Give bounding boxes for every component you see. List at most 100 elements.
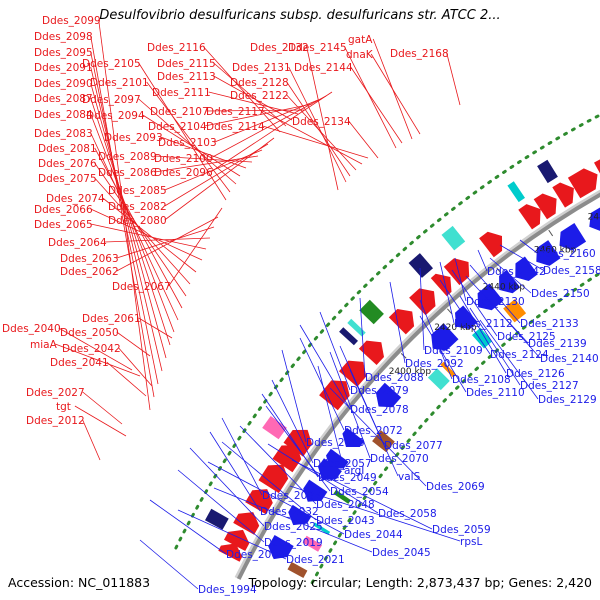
forward-leader-line	[146, 81, 231, 193]
forward-gene-label: Ddes_2105	[82, 58, 141, 70]
forward-gene-label: Ddes_2096	[154, 167, 213, 179]
reverse-gene-label: Ddes_2133	[520, 318, 579, 330]
forward-leader-line	[203, 46, 281, 133]
forward-gene-label: tgt	[56, 401, 71, 413]
forward-gene-label: Ddes_2067	[112, 281, 171, 293]
reverse-gene-label: Ddes_2043	[316, 515, 375, 527]
outer-feature-block	[408, 253, 433, 278]
forward-gene-label: Ddes_2097	[82, 94, 141, 106]
reverse-gene-label: Ddes_2054	[330, 486, 389, 498]
reverse-leader-line	[479, 289, 541, 359]
forward-gene-label: Ddes_2104	[148, 121, 207, 133]
reverse-leader-line	[299, 324, 351, 410]
forward-gene-label: Ddes_2066	[34, 204, 93, 216]
forward-gene-arrow	[567, 168, 598, 199]
reverse-gene-label: Ddes_2130	[466, 296, 525, 308]
reverse-leader-line	[149, 499, 227, 555]
forward-gene-arrow	[233, 512, 260, 535]
forward-leader-line	[116, 226, 215, 259]
reverse-gene-label: Ddes_2045	[372, 547, 431, 559]
reverse-gene-arrow	[477, 283, 504, 311]
forward-leader-line	[213, 62, 287, 127]
forward-gene-label: Ddes_2086	[98, 167, 157, 179]
forward-gene-arrow	[552, 182, 574, 208]
forward-gene-label: Ddes_2064	[48, 237, 107, 249]
forward-gene-label: Ddes_2027	[26, 387, 85, 399]
forward-leader-line	[213, 75, 293, 121]
tick-mark	[447, 308, 453, 315]
reverse-leader-line	[419, 267, 425, 351]
inner-feature-block	[372, 430, 395, 453]
forward-gene-arrow	[479, 231, 503, 258]
forward-gene-label: Ddes_2101	[90, 77, 149, 89]
forward-leader-line	[55, 343, 141, 377]
reverse-gene-arrow	[536, 240, 561, 266]
forward-gene-arrow	[218, 543, 243, 562]
outer-feature-block	[537, 159, 558, 184]
forward-gene-label: Ddes_2012	[26, 415, 85, 427]
reverse-leader-line	[329, 387, 427, 487]
reverse-gene-label: Ddes_2072	[344, 425, 403, 437]
reverse-gene-label: Ddes_2008	[226, 549, 285, 561]
reverse-gene-label: Ddes_2021	[286, 554, 345, 566]
forward-leader-line	[90, 35, 155, 398]
outer-feature-block	[507, 181, 525, 203]
reverse-gene-label: rpsL	[460, 536, 482, 548]
reverse-gene-label: valS	[398, 471, 421, 483]
reverse-gene-label: Ddes_2126	[506, 368, 565, 380]
reverse-leader-line	[329, 351, 371, 459]
reverse-leader-line	[439, 279, 491, 355]
reverse-leader-line	[419, 299, 453, 380]
forward-gene-label: Ddes_2093	[104, 132, 163, 144]
reverse-leader-line	[177, 469, 265, 543]
reverse-gene-label: Ddes_2060	[306, 437, 365, 449]
reverse-leader-line	[469, 264, 521, 324]
forward-leader-line	[214, 99, 319, 143]
outer-feature-block	[339, 327, 358, 346]
forward-gene-label: Ddes_2081	[38, 143, 97, 155]
reverse-leader-line	[271, 379, 314, 464]
outer-feature-block	[347, 318, 366, 337]
forward-leader-line	[446, 52, 461, 106]
reverse-leader-line	[177, 509, 287, 560]
forward-leader-line	[262, 125, 369, 159]
reverse-gene-label: Ddes_2142	[487, 266, 546, 278]
reverse-gene-label: Ddes_2088	[365, 372, 424, 384]
forward-leader-line	[204, 103, 313, 127]
reverse-leader-line	[139, 539, 199, 590]
forward-gene-label: Ddes_2114	[206, 121, 265, 133]
forward-gene-label: Ddes_2091	[34, 62, 93, 74]
forward-gene-label: Ddes_2117	[206, 106, 265, 118]
reverse-gene-arrow	[515, 256, 538, 281]
forward-gene-arrow	[533, 193, 557, 220]
tick-label: 2460 kbp	[534, 246, 577, 256]
forward-leader-line	[306, 46, 339, 191]
forward-leader-line	[82, 419, 101, 461]
forward-leader-line	[102, 197, 197, 273]
reverse-gene-label: Ddes_2044	[344, 529, 403, 541]
forward-gene-arrow	[319, 380, 350, 411]
reverse-leader-line	[265, 405, 331, 492]
outer-feature-block	[262, 416, 287, 440]
forward-leader-line	[104, 237, 211, 243]
reverse-gene-label: Ddes_2070	[370, 453, 429, 465]
reverse-leader-line	[289, 485, 461, 542]
reverse-gene-arrow	[375, 382, 402, 408]
reverse-gene-label: Ddes_2077	[384, 440, 443, 452]
map-title: Desulfovibrio desulfuricans subsp. desul…	[99, 8, 501, 23]
outer-feature-block	[359, 299, 384, 325]
forward-leader-line	[262, 110, 363, 165]
forward-leader-line	[90, 223, 207, 250]
forward-leader-line	[118, 347, 153, 387]
reverse-gene-label: Ddes_1994	[198, 584, 257, 596]
forward-gene-label: Ddes_2041	[50, 357, 109, 369]
backbone-layer	[174, 113, 600, 585]
backbone-shadow	[234, 189, 600, 579]
reverse-gene-arrow	[589, 207, 600, 231]
reverse-gene-label: Ddes_2069	[426, 481, 485, 493]
reverse-leader-line	[439, 261, 455, 324]
reverse-leader-line	[319, 311, 351, 391]
reverse-leader-line	[239, 425, 317, 505]
